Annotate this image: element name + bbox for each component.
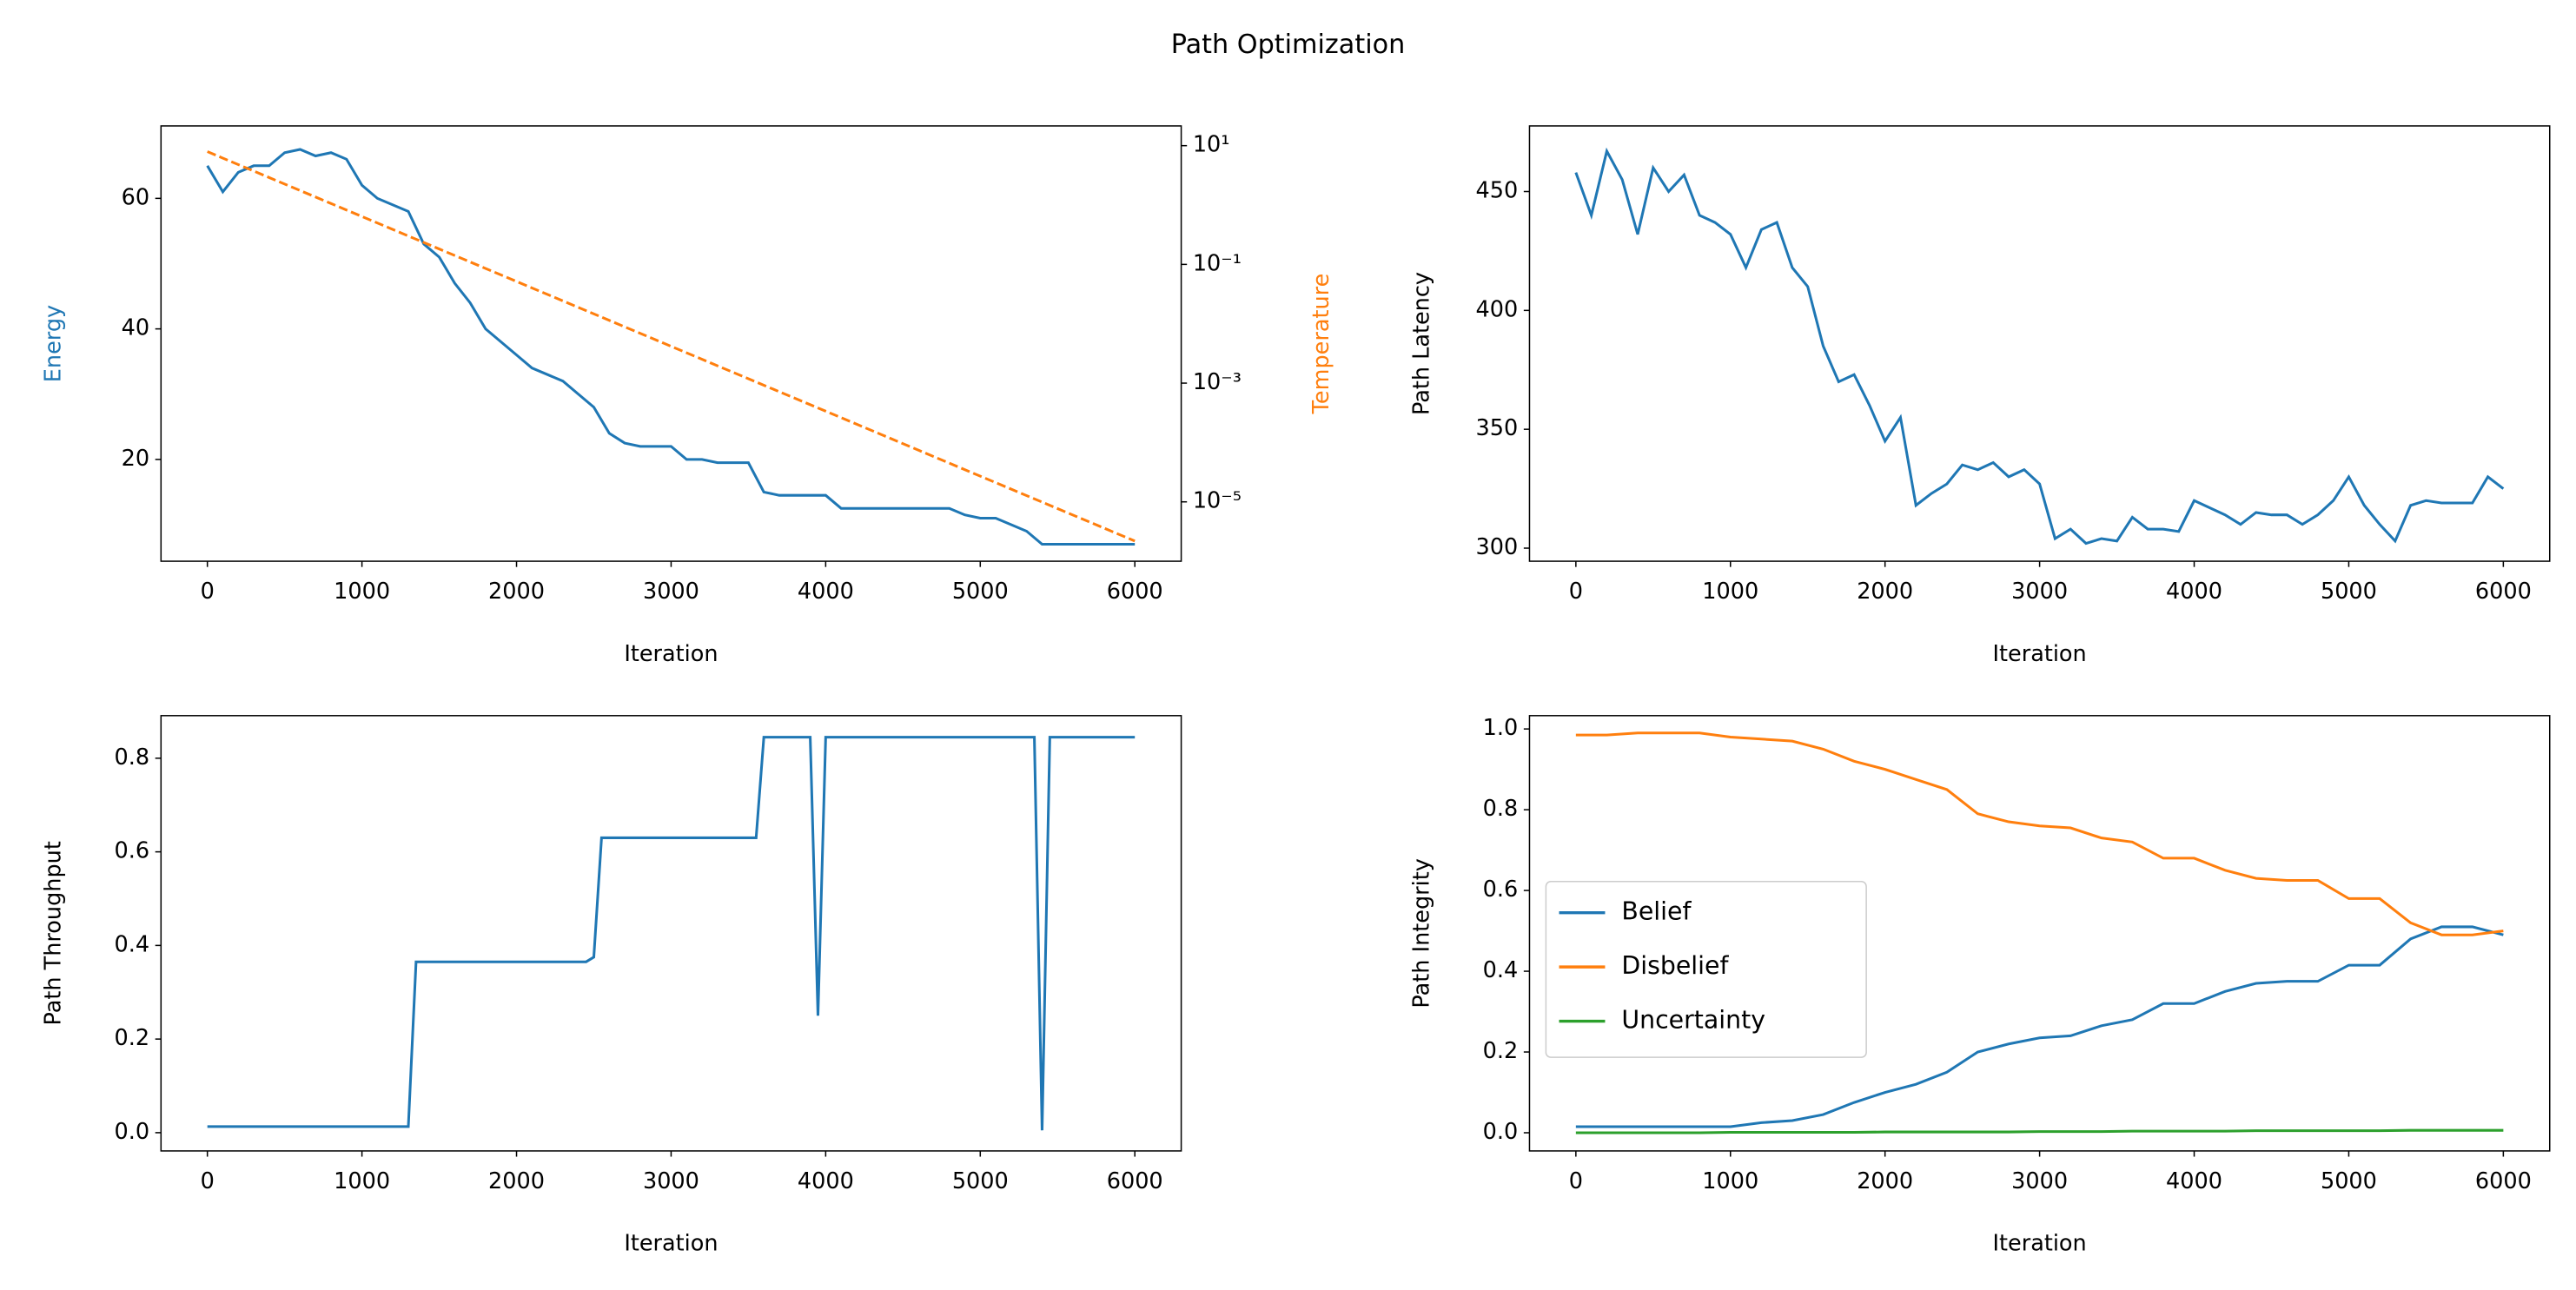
x-tick-label: 1000 <box>334 1168 390 1194</box>
x-tick-label: 5000 <box>952 579 1009 605</box>
y-tick-label: 300 <box>1476 534 1519 560</box>
x-tick-label: 4000 <box>2166 579 2222 605</box>
y-tick-label: 0.8 <box>1483 796 1519 822</box>
x-tick-label: 2000 <box>488 1168 545 1194</box>
x-tick-label: 1000 <box>1702 1168 1758 1194</box>
y-tick-label: 0.4 <box>1483 957 1519 983</box>
x-tick-label: 1000 <box>334 579 390 605</box>
x-tick-label: 3000 <box>2011 1168 2068 1194</box>
x-tick-label: 5000 <box>2321 579 2377 605</box>
axes-frame <box>160 125 1182 562</box>
x-axis-label: Iteration <box>624 1231 718 1257</box>
y-tick-label: 0.8 <box>114 744 149 771</box>
x-axis-label: Iteration <box>1992 1231 2086 1257</box>
x-tick-label: 1000 <box>1702 579 1758 605</box>
y2-tick-label: 10⁻³ <box>1193 369 1242 395</box>
series-line <box>1575 925 2504 1128</box>
x-tick-label: 4000 <box>798 1168 854 1194</box>
x-tick-label: 0 <box>201 579 215 605</box>
series-line <box>1575 731 2504 936</box>
x-tick-label: 0 <box>1569 1168 1583 1194</box>
y-axis-label: Path Latency <box>1409 272 1435 415</box>
x-axis-label: Iteration <box>1992 641 2086 667</box>
x-tick-label: 2000 <box>488 579 545 605</box>
y-tick-label: 0.0 <box>114 1119 149 1145</box>
x-tick-label: 4000 <box>798 579 854 605</box>
legend-label: Disbelief <box>1621 951 1729 980</box>
x-tick-label: 0 <box>1569 579 1583 605</box>
y-axis-label: Path Throughput <box>40 841 66 1025</box>
x-tick-label: 6000 <box>2475 1168 2532 1194</box>
x-tick-label: 6000 <box>1107 1168 1163 1194</box>
series-line <box>207 736 1136 1131</box>
x-tick-label: 2000 <box>1857 579 1913 605</box>
legend-label: Uncertainty <box>1621 1006 1765 1035</box>
legend-label: Belief <box>1621 897 1692 926</box>
axes-frame <box>1528 715 2551 1152</box>
y-tick-label: 0.6 <box>114 838 149 864</box>
y2-tick-label: 10⁻⁵ <box>1193 488 1242 514</box>
x-tick-label: 0 <box>201 1168 215 1194</box>
y2-tick-label: 10¹ <box>1193 132 1230 158</box>
series-line <box>206 148 1136 546</box>
x-tick-label: 2000 <box>1857 1168 1913 1194</box>
series-line <box>1575 1128 2504 1135</box>
y-tick-label: 400 <box>1476 296 1519 322</box>
y2-axis-label: Temperature <box>1308 274 1334 415</box>
y-tick-label: 0.4 <box>114 931 149 957</box>
x-tick-label: 6000 <box>2475 579 2532 605</box>
y-axis-label: Path Integrity <box>1409 858 1435 1008</box>
x-tick-label: 4000 <box>2166 1168 2222 1194</box>
x-tick-label: 3000 <box>2011 579 2068 605</box>
legend-box <box>1545 881 1867 1058</box>
y-tick-label: 0.2 <box>114 1025 149 1051</box>
y-tick-label: 0.6 <box>1483 877 1519 903</box>
x-tick-label: 6000 <box>1107 579 1163 605</box>
x-tick-label: 5000 <box>952 1168 1009 1194</box>
axes-frame <box>160 715 1182 1152</box>
y-tick-label: 350 <box>1476 415 1519 441</box>
series-line <box>1574 147 2505 546</box>
y-tick-label: 0.2 <box>1483 1038 1519 1064</box>
y-tick-label: 20 <box>122 446 149 472</box>
y-tick-label: 60 <box>122 184 149 210</box>
x-tick-label: 3000 <box>643 1168 699 1194</box>
x-tick-label: 3000 <box>643 579 699 605</box>
axes-frame <box>1528 125 2551 562</box>
y-tick-label: 1.0 <box>1483 715 1519 741</box>
y-tick-label: 450 <box>1476 177 1519 203</box>
x-tick-label: 5000 <box>2321 1168 2377 1194</box>
y-tick-label: 0.0 <box>1483 1119 1519 1145</box>
figure-title: Path Optimization <box>1171 30 1406 60</box>
y-axis-label: Energy <box>40 305 66 382</box>
x-axis-label: Iteration <box>624 641 718 667</box>
series-line <box>207 150 1136 543</box>
y2-tick-label: 10⁻¹ <box>1193 250 1242 276</box>
y-tick-label: 40 <box>122 315 149 341</box>
